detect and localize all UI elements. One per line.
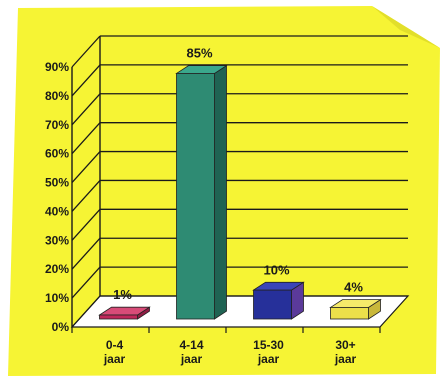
side-grid-line	[71, 295, 101, 328]
y-tick-label: 30%	[45, 233, 69, 247]
side-grid-line	[71, 180, 101, 212]
bar-30+	[329, 298, 382, 320]
bar-4-14	[175, 64, 228, 320]
side-grid-line	[71, 208, 101, 241]
data-label: 1%	[113, 287, 132, 302]
bar-front	[253, 289, 292, 320]
y-tick-label: 80%	[45, 89, 69, 103]
bar-0-4	[98, 306, 151, 320]
category-label-unit: jaar	[180, 352, 203, 366]
data-label: 85%	[186, 46, 212, 61]
side-grid-line	[71, 266, 101, 299]
side-grid-line	[71, 93, 101, 126]
bar-front	[99, 314, 138, 320]
side-grid-line	[71, 35, 101, 68]
y-tick-label: 90%	[45, 60, 69, 74]
category-label: 15-30	[253, 338, 284, 352]
data-label: 4%	[344, 280, 363, 295]
paper-fold	[372, 6, 440, 48]
bar-side	[214, 64, 227, 320]
y-tick-label: 40%	[45, 204, 69, 218]
bar-15-30	[252, 281, 305, 320]
category-label-unit: jaar	[334, 352, 357, 366]
side-grid-line	[71, 237, 101, 270]
y-tick-label: 0%	[52, 320, 70, 334]
y-tick-label: 60%	[45, 147, 69, 161]
y-tick-label: 70%	[45, 118, 69, 132]
side-grid-line	[71, 64, 101, 97]
y-tick-label: 20%	[45, 262, 69, 276]
bar-front	[176, 73, 215, 320]
category-label-unit: jaar	[103, 352, 126, 366]
bar-front	[330, 307, 369, 320]
side-grid-line	[71, 122, 101, 155]
side-grid-line	[71, 151, 101, 183]
y-tick-label: 10%	[45, 291, 69, 305]
category-label: 4-14	[179, 338, 203, 352]
category-label: 0-4	[106, 338, 124, 352]
category-label-unit: jaar	[257, 352, 280, 366]
y-tick-label: 50%	[45, 176, 69, 190]
category-label: 30+	[335, 338, 355, 352]
data-label: 10%	[263, 262, 289, 277]
